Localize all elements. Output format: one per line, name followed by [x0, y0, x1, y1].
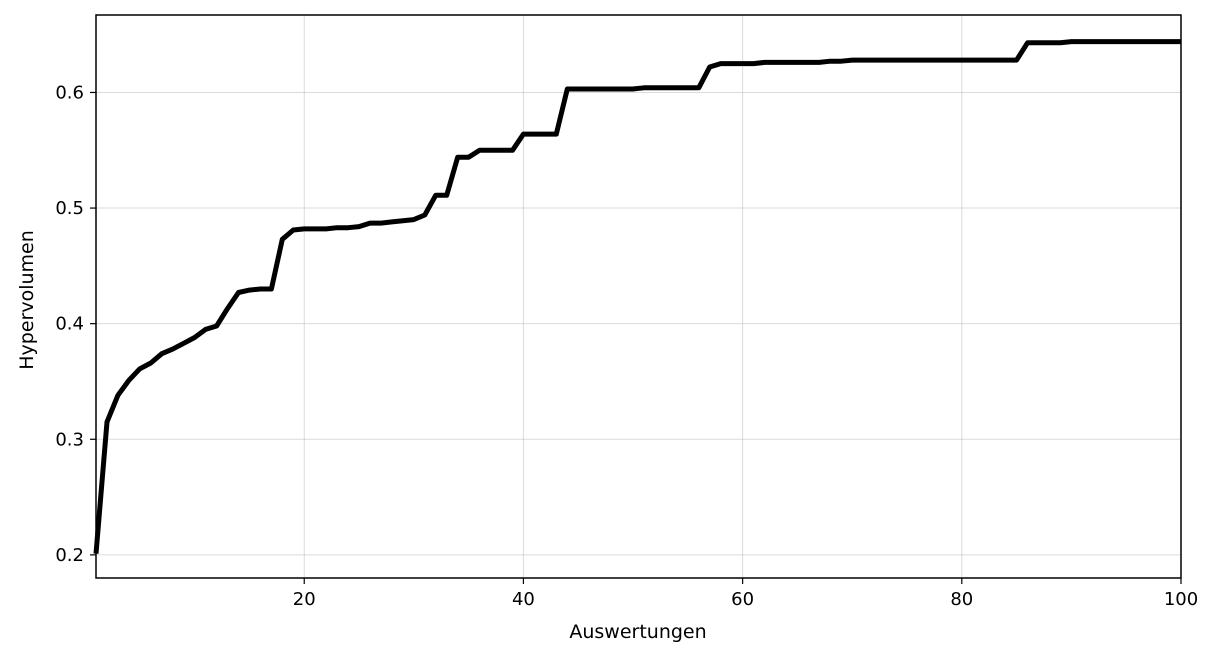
series-line	[93, 39, 1181, 554]
y-tick-label: 0.4	[55, 314, 84, 335]
x-tick-label: 40	[512, 589, 535, 610]
x-axis-label: Auswertungen	[569, 621, 706, 643]
y-tick-label: 0.3	[55, 429, 84, 450]
plot-frame	[95, 14, 1182, 579]
x-tick-label: 80	[950, 589, 973, 610]
x-tick-label: 60	[731, 589, 754, 610]
y-axis-label: Hypervolumen	[16, 230, 38, 370]
x-tick-label: 20	[293, 589, 316, 610]
axis-ticks: 20 40 60 80 100 0.2 0.3 0.4 0.5 0.6	[55, 82, 1198, 610]
plot-area	[93, 39, 1181, 554]
grid	[96, 15, 1182, 578]
y-tick-label: 0.5	[55, 198, 84, 219]
y-tick-label: 0.6	[55, 82, 84, 103]
x-tick-label: 100	[1164, 589, 1198, 610]
y-tick-label: 0.2	[55, 545, 84, 566]
